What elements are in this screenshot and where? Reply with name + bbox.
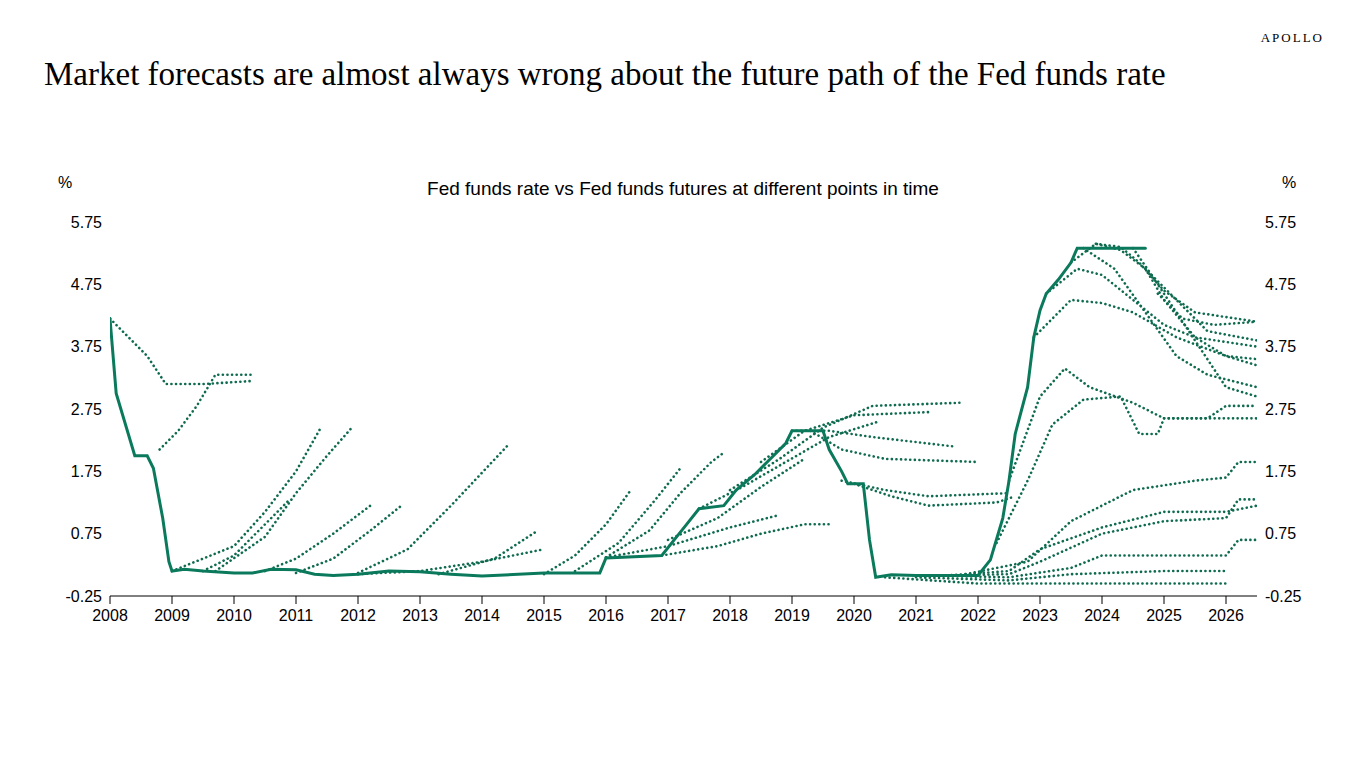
svg-text:2019: 2019 xyxy=(774,607,810,624)
svg-text:-0.25: -0.25 xyxy=(1265,588,1302,605)
svg-text:2015: 2015 xyxy=(526,607,562,624)
svg-text:0.75: 0.75 xyxy=(1265,525,1296,542)
svg-text:2.75: 2.75 xyxy=(71,401,102,418)
svg-text:2022: 2022 xyxy=(960,607,996,624)
svg-text:2018: 2018 xyxy=(712,607,748,624)
svg-text:1.75: 1.75 xyxy=(71,463,102,480)
html-text:Fed funds rate vs Fed funds fu: Fed funds rate vs Fed funds futures at d… xyxy=(427,178,939,199)
html-text:Market forecasts are almost al: Market forecasts are almost always wrong… xyxy=(44,56,1166,92)
svg-text:3.75: 3.75 xyxy=(1265,338,1296,355)
svg-text:2023: 2023 xyxy=(1022,607,1058,624)
svg-text:1.75: 1.75 xyxy=(1265,463,1296,480)
svg-text:2011: 2011 xyxy=(279,607,314,624)
svg-text:2009: 2009 xyxy=(154,607,190,624)
svg-text:2024: 2024 xyxy=(1084,607,1120,624)
svg-text:2016: 2016 xyxy=(588,607,624,624)
svg-text:5.75: 5.75 xyxy=(1265,214,1296,231)
svg-text:-0.25: -0.25 xyxy=(66,588,103,605)
svg-text:2010: 2010 xyxy=(216,607,252,624)
svg-text:2020: 2020 xyxy=(836,607,872,624)
svg-text:2026: 2026 xyxy=(1208,607,1244,624)
svg-text:2021: 2021 xyxy=(898,607,934,624)
svg-text:2012: 2012 xyxy=(340,607,376,624)
svg-text:2017: 2017 xyxy=(650,607,686,624)
svg-text:3.75: 3.75 xyxy=(71,338,102,355)
svg-text:2013: 2013 xyxy=(402,607,438,624)
html-text:APOLLO: APOLLO xyxy=(1260,30,1324,45)
svg-text:2014: 2014 xyxy=(464,607,500,624)
svg-text:4.75: 4.75 xyxy=(1265,276,1296,293)
svg-text:5.75: 5.75 xyxy=(71,214,102,231)
svg-text:2008: 2008 xyxy=(92,607,128,624)
svg-text:0.75: 0.75 xyxy=(71,525,102,542)
svg-text:4.75: 4.75 xyxy=(71,276,102,293)
svg-text:2025: 2025 xyxy=(1146,607,1182,624)
svg-text:2.75: 2.75 xyxy=(1265,401,1296,418)
